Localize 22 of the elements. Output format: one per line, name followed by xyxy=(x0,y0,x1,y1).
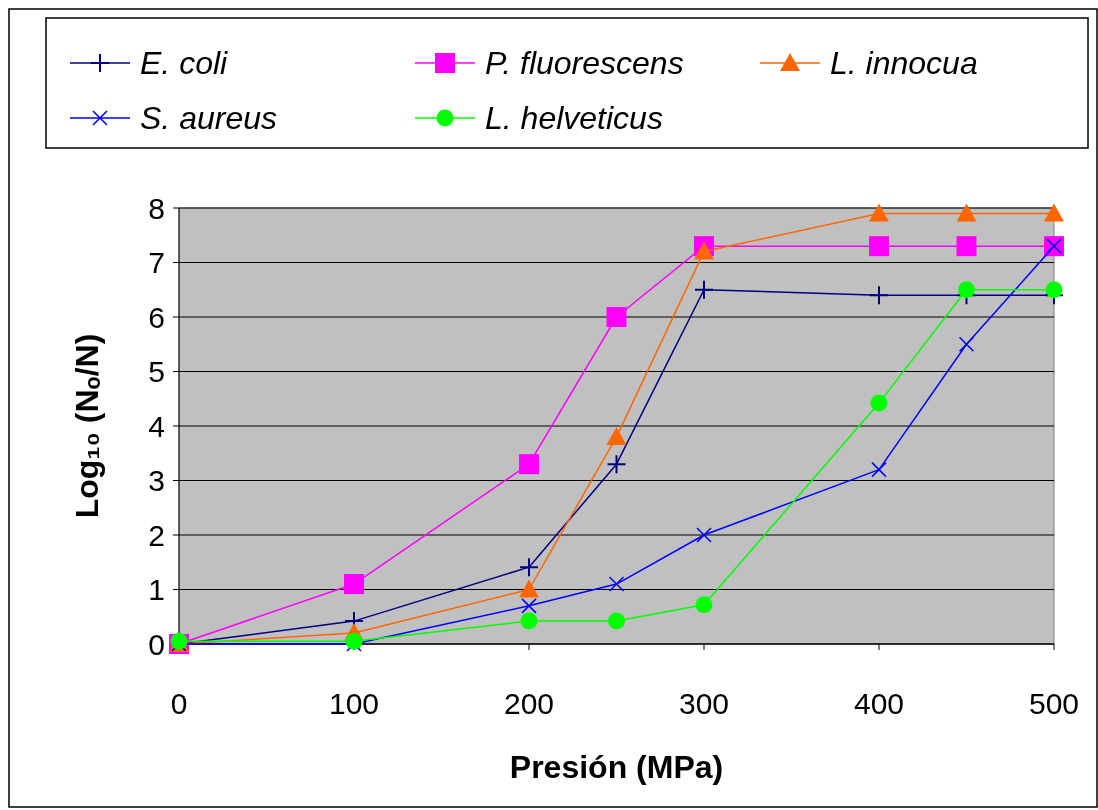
y-tick-label: 6 xyxy=(148,300,165,334)
x-tick-label: 300 xyxy=(678,687,730,720)
y-tick-label: 3 xyxy=(148,464,165,497)
y-axis-title: Log₁₀ (Nₒ/N) xyxy=(69,333,105,519)
x-tick-label: 500 xyxy=(1028,687,1080,720)
legend-label: L. helveticus xyxy=(485,100,663,137)
x-axis-title: Presión (MPa) xyxy=(509,749,724,785)
legend-label: P. fluorescens xyxy=(485,45,684,82)
y-tick-label: 8 xyxy=(148,191,165,225)
y-tick-label: 4 xyxy=(148,409,165,443)
x-tick-label: 0 xyxy=(170,687,188,720)
y-tick-label: 5 xyxy=(148,355,165,388)
y-tick-label: 2 xyxy=(148,518,165,552)
legend-label: L. innocua xyxy=(830,45,978,82)
y-tick-label: 1 xyxy=(148,573,165,606)
legend-label: E. coli xyxy=(140,45,229,82)
y-tick-label: 7 xyxy=(148,246,165,279)
x-tick-label: 100 xyxy=(328,687,380,720)
x-tick-label: 200 xyxy=(503,687,555,720)
x-tick-label: 400 xyxy=(853,687,905,720)
legend-label: S. aureus xyxy=(140,100,277,137)
y-tick-label: 0 xyxy=(148,627,165,661)
